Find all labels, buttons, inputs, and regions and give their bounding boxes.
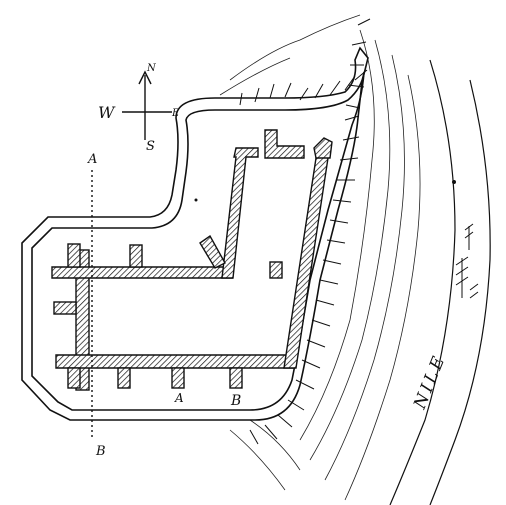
inner-upper-wall	[51, 266, 233, 279]
east-wall	[283, 144, 331, 369]
section-label-a-top: A	[87, 152, 97, 167]
compass-north: N	[146, 63, 157, 74]
buttress	[67, 367, 81, 389]
buttress-diagonal	[199, 234, 226, 269]
buttress-label-a: A	[174, 391, 184, 405]
buttress	[129, 244, 143, 268]
buttress-a	[171, 367, 185, 389]
bank-hachures	[239, 18, 371, 445]
north-east-corner	[313, 137, 333, 159]
buttress	[53, 301, 77, 315]
small-mark	[194, 198, 198, 202]
section-label-b-bottom: B	[95, 444, 106, 459]
compass-south: S	[146, 139, 155, 154]
inner-diagonal-wall	[221, 147, 259, 279]
buttress	[269, 261, 283, 279]
buttress	[117, 367, 131, 389]
tree-symbols	[452, 180, 479, 299]
river-label: NILE	[410, 351, 450, 413]
compass-west: W	[98, 103, 116, 122]
river-bank-rocks	[219, 14, 421, 501]
buttress-b	[229, 367, 243, 389]
buttress-label-b: B	[230, 393, 241, 409]
compass-rose: N S W E	[98, 63, 180, 154]
north-east-bastion	[264, 129, 305, 159]
buttress	[67, 243, 81, 268]
fort-walls	[51, 129, 333, 391]
nile-river	[389, 59, 491, 505]
compass-east: E	[171, 108, 180, 119]
